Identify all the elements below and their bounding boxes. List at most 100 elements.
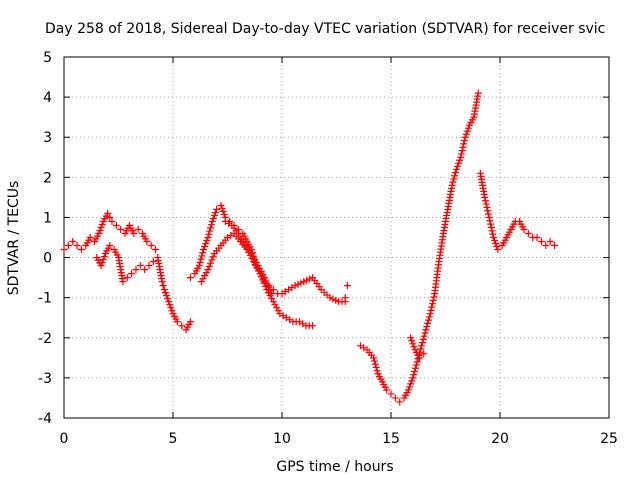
- data-point-fill: [424, 319, 432, 327]
- data-point-fill: [460, 137, 468, 145]
- data-point-fill: [487, 223, 495, 231]
- data-point: [128, 270, 136, 278]
- data-point-fill: [451, 172, 459, 180]
- data-point-fill: [488, 227, 496, 235]
- data-point: [370, 354, 378, 362]
- data-point-fill: [220, 210, 228, 218]
- data-point-fill: [449, 178, 457, 186]
- grid: [64, 57, 609, 418]
- data-point-fill: [273, 304, 281, 312]
- data-point-fill: [430, 293, 438, 301]
- data-point: [208, 217, 216, 225]
- data-point-fill: [421, 329, 429, 337]
- data-point-fill: [424, 316, 432, 324]
- data-point: [134, 225, 142, 233]
- data-point: [485, 213, 493, 221]
- data-point-fill: [484, 207, 492, 215]
- data-point: [152, 246, 160, 254]
- y-tick-label: 5: [43, 50, 52, 66]
- data-point-fill: [198, 252, 206, 260]
- plot-frame: [63, 56, 610, 419]
- data-point-fill: [263, 280, 271, 288]
- data-point-fill: [202, 269, 210, 277]
- data-point-fill: [266, 286, 274, 294]
- data-point: [141, 266, 149, 274]
- data-point-fill: [409, 340, 417, 348]
- data-point-fill: [203, 237, 211, 245]
- data-point-fill: [411, 364, 419, 372]
- data-point: [407, 334, 415, 342]
- data-point: [413, 358, 421, 366]
- data-point-fill: [427, 306, 435, 314]
- data-point-fill: [463, 127, 471, 135]
- data-point-fill: [259, 271, 267, 279]
- data-point-fill: [256, 265, 264, 273]
- x-axis-label: GPS time / hours: [276, 459, 393, 475]
- data-point-fill: [274, 307, 282, 315]
- data-point-fill: [492, 240, 500, 248]
- data-point: [178, 322, 186, 330]
- data-point-fill: [205, 230, 213, 238]
- data-point-fill: [205, 262, 213, 270]
- data-point-fill: [196, 258, 204, 266]
- data-point: [269, 286, 277, 294]
- data-point: [415, 354, 423, 362]
- data-point: [404, 386, 412, 394]
- data-point: [448, 181, 456, 189]
- data-point: [309, 322, 317, 330]
- data-point-fill: [210, 211, 218, 219]
- y-tick-label: 1: [43, 210, 52, 226]
- data-point-fill: [407, 380, 415, 388]
- data-point: [343, 282, 351, 290]
- data-point-fill: [257, 268, 265, 276]
- data-point: [217, 201, 225, 209]
- data-point: [391, 394, 399, 402]
- data-point: [165, 298, 173, 306]
- data-point-fill: [457, 150, 465, 158]
- data-point: [489, 234, 497, 241]
- x-tick-label: 10: [273, 431, 291, 447]
- data-point-fill: [417, 345, 425, 353]
- data-point-fill: [370, 357, 378, 365]
- data-point: [95, 229, 103, 237]
- data-point: [73, 242, 81, 250]
- data-point: [426, 310, 434, 318]
- data-point-fill: [456, 156, 464, 164]
- data-point: [200, 246, 208, 254]
- data-point-fill: [159, 282, 167, 290]
- data-point: [60, 246, 68, 254]
- data-point: [213, 205, 221, 213]
- data-point: [160, 286, 168, 294]
- data-point: [108, 217, 116, 225]
- data-point-fill: [484, 210, 492, 218]
- data-point: [186, 274, 194, 282]
- data-point: [197, 278, 205, 286]
- data-point-fill: [452, 169, 460, 177]
- data-point-fill: [209, 214, 217, 222]
- data-point-fill: [166, 301, 174, 309]
- data-point: [383, 386, 391, 394]
- data-point: [396, 398, 404, 406]
- data-point-fill: [423, 323, 431, 331]
- data-point-fill: [96, 226, 104, 234]
- data-point-fill: [207, 221, 215, 229]
- data-point-fill: [162, 292, 170, 300]
- data-point: [132, 266, 140, 274]
- data-point: [533, 234, 541, 241]
- data-point-fill: [493, 243, 501, 251]
- data-point: [418, 342, 426, 350]
- y-tick-label: 4: [43, 90, 52, 106]
- data-point: [104, 209, 112, 217]
- chart-title: Day 258 of 2018, Sidereal Day-to-day VTE…: [45, 21, 605, 37]
- data-point-fill: [218, 204, 226, 212]
- data-point-fill: [212, 208, 220, 216]
- x-tick-label: 0: [60, 431, 69, 447]
- data-point: [186, 318, 194, 326]
- data-point-fill: [460, 140, 468, 148]
- data-point-fill: [458, 147, 466, 155]
- data-point: [452, 165, 460, 173]
- data-point: [64, 242, 72, 250]
- data-point: [158, 278, 166, 286]
